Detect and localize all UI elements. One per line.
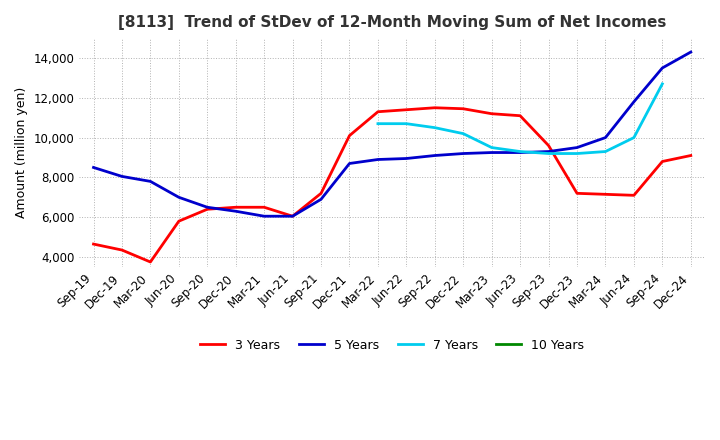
Y-axis label: Amount (million yen): Amount (million yen) — [15, 87, 28, 218]
Legend: 3 Years, 5 Years, 7 Years, 10 Years: 3 Years, 5 Years, 7 Years, 10 Years — [195, 334, 590, 357]
Title: [8113]  Trend of StDev of 12-Month Moving Sum of Net Incomes: [8113] Trend of StDev of 12-Month Moving… — [118, 15, 666, 30]
